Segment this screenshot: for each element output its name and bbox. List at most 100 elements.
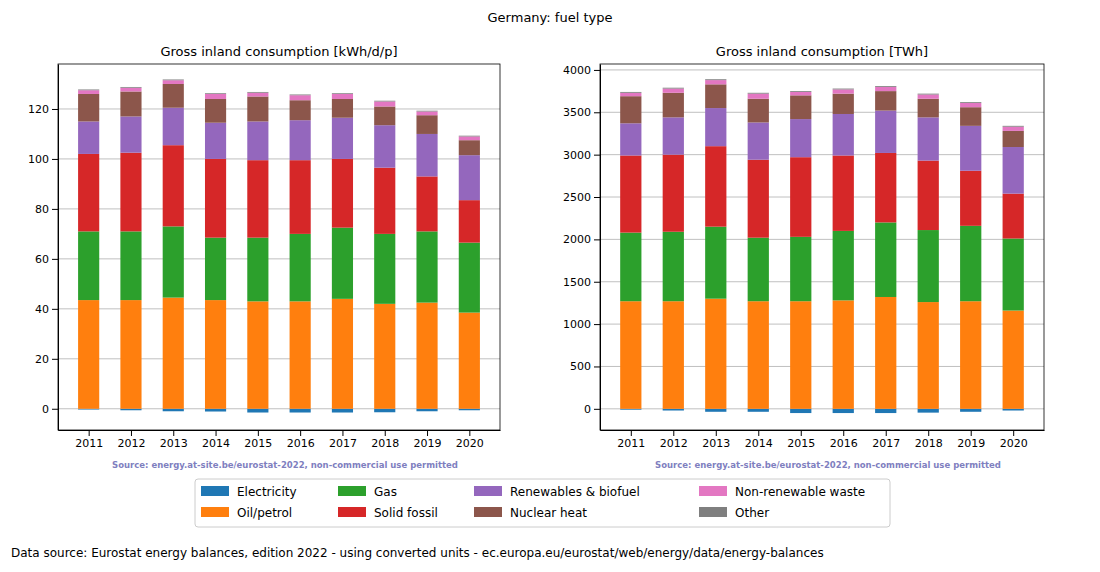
legend-swatch <box>699 486 727 496</box>
bar <box>875 111 896 153</box>
bar <box>1003 125 1024 127</box>
tick-label: 2013 <box>160 437 188 450</box>
bar <box>247 238 268 302</box>
bar <box>459 200 480 242</box>
plot-frame <box>600 64 1044 430</box>
bars <box>78 79 480 412</box>
tick-label: 40 <box>35 303 49 316</box>
bar <box>960 226 981 301</box>
bar <box>960 102 981 104</box>
bar <box>620 301 641 409</box>
bar <box>120 153 141 232</box>
bar <box>748 238 769 302</box>
bar <box>875 297 896 409</box>
tick-label: 2015 <box>787 437 815 450</box>
tick-mark <box>52 259 58 260</box>
bar <box>663 87 684 89</box>
legend-label: Gas <box>374 485 397 499</box>
bar <box>205 99 226 123</box>
bar <box>459 136 480 140</box>
tick-label: 2015 <box>244 437 272 450</box>
bar <box>120 116 141 152</box>
bar <box>247 93 268 97</box>
legend-swatch <box>201 507 229 517</box>
legend-swatch <box>474 486 502 496</box>
tick-label: 2012 <box>660 437 688 450</box>
tick: 80 <box>35 203 58 216</box>
bar <box>918 93 939 95</box>
bar <box>290 120 311 160</box>
legend-label: Non-renewable waste <box>735 485 865 499</box>
bar <box>875 222 896 297</box>
tick-label: 2017 <box>329 437 357 450</box>
legend-swatch <box>338 507 366 517</box>
tick: 2015 <box>244 430 272 450</box>
bar <box>459 409 480 410</box>
bar <box>663 89 684 93</box>
bar <box>918 161 939 230</box>
tick-mark <box>52 409 58 410</box>
bar <box>663 155 684 232</box>
bar <box>374 234 395 304</box>
legend-label: Nuclear heat <box>510 506 587 520</box>
tick: 40 <box>35 303 58 316</box>
bar <box>163 108 184 145</box>
bar <box>918 99 939 118</box>
bar <box>163 79 184 81</box>
tick: 2014 <box>745 430 773 450</box>
bar <box>247 121 268 160</box>
tick-label: 2012 <box>117 437 145 450</box>
bar <box>120 409 141 410</box>
bar <box>247 96 268 121</box>
tick-mark <box>52 159 58 160</box>
tick-label: 2016 <box>287 437 315 450</box>
tick: 2011 <box>617 430 645 450</box>
annotation: Source: energy.at-site.be/eurostat-2022,… <box>655 460 1001 470</box>
bar <box>290 234 311 301</box>
plot-frame <box>58 64 500 430</box>
grid <box>600 70 1044 409</box>
bar <box>960 301 981 409</box>
bar <box>1003 194 1024 239</box>
tick-label: 0 <box>42 403 49 416</box>
tick-label: 2011 <box>617 437 645 450</box>
tick-mark <box>594 409 600 410</box>
legend-label: Renewables & biofuel <box>510 485 640 499</box>
tick-mark <box>385 430 386 436</box>
tick: 3500 <box>563 106 600 119</box>
legend-swatch <box>699 507 727 517</box>
bar <box>705 84 726 108</box>
tick: 2013 <box>160 430 188 450</box>
tick-label: 2018 <box>371 437 399 450</box>
tick-label: 2017 <box>872 437 900 450</box>
bar <box>1003 409 1024 411</box>
tick-mark <box>594 70 600 71</box>
tick: 20 <box>35 353 58 366</box>
tick: 4000 <box>563 64 600 77</box>
bar <box>205 238 226 300</box>
legend-label: Oil/petrol <box>237 506 292 520</box>
bar <box>120 91 141 116</box>
tick-mark <box>52 309 58 310</box>
tick-mark <box>594 239 600 240</box>
y-axis: 020406080100120 <box>28 65 59 431</box>
tick-label: 1500 <box>563 276 591 289</box>
footer: Data source: Eurostat energy balances, e… <box>11 546 824 560</box>
chart-panel: 0500100015002000250030003500400020112012… <box>563 44 1045 470</box>
grid-line <box>600 69 1044 70</box>
bar <box>163 226 184 297</box>
bar <box>247 160 268 237</box>
tick-mark <box>594 112 600 113</box>
bar <box>790 157 811 237</box>
axis-line <box>58 65 59 431</box>
tick-mark <box>928 430 929 436</box>
tick-mark <box>1013 430 1014 436</box>
chart-panel: 0204060801001202011201220132014201520162… <box>28 44 501 470</box>
tick-mark <box>258 430 259 436</box>
tick-mark <box>469 430 470 436</box>
bar <box>620 123 641 155</box>
tick: 2011 <box>75 430 103 450</box>
bar <box>332 409 353 413</box>
bar <box>748 160 769 238</box>
bar <box>416 231 437 302</box>
